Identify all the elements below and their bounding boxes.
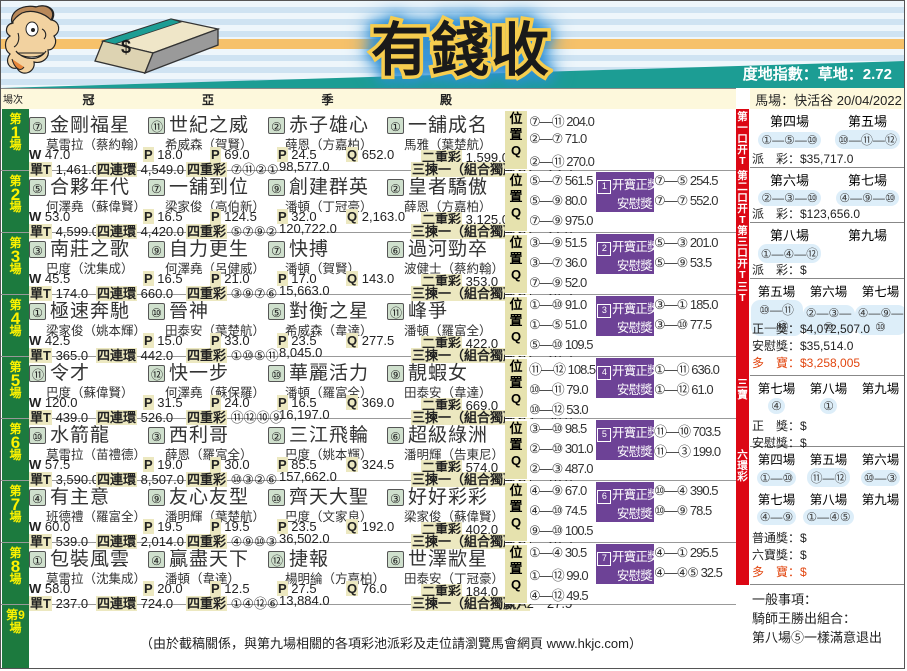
svg-text:$: $	[121, 37, 131, 57]
